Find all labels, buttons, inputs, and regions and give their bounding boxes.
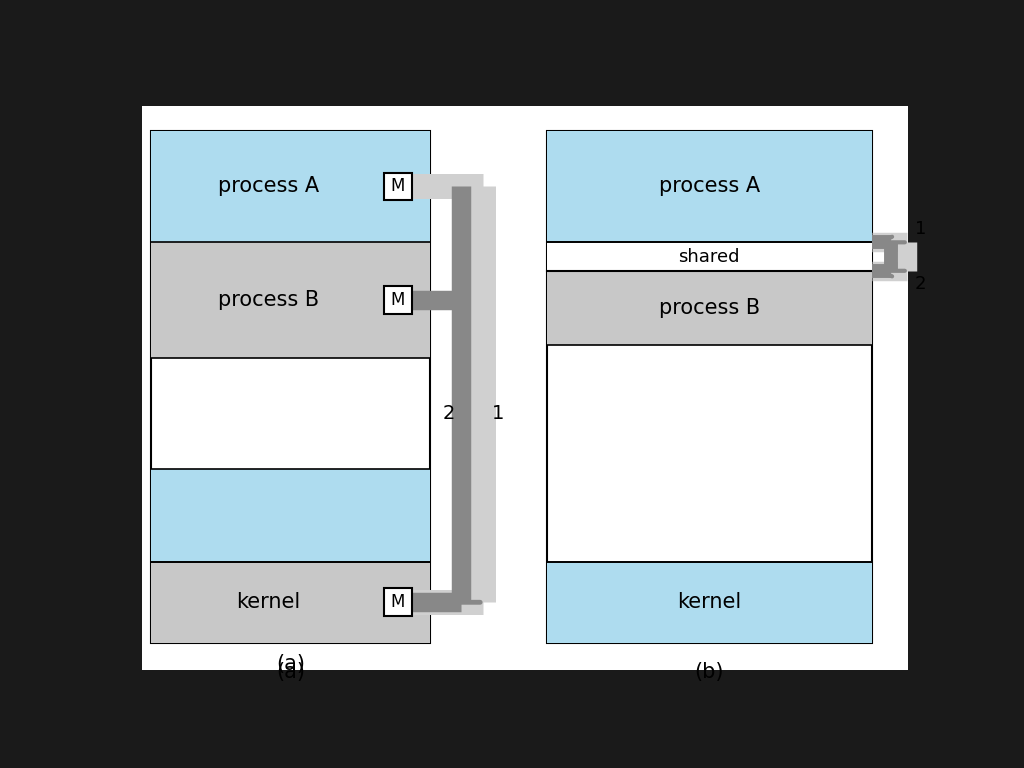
Bar bbox=[547, 243, 872, 271]
Bar bbox=[152, 131, 430, 243]
Text: 1: 1 bbox=[493, 404, 505, 423]
Bar bbox=[152, 469, 430, 562]
Text: shared: shared bbox=[679, 247, 740, 266]
Text: process A: process A bbox=[658, 177, 760, 197]
Text: process B: process B bbox=[218, 290, 319, 310]
Bar bbox=[152, 243, 430, 358]
Text: (a): (a) bbox=[276, 654, 305, 674]
Text: process A: process A bbox=[218, 177, 319, 197]
Bar bbox=[152, 562, 430, 643]
Text: M: M bbox=[390, 177, 404, 196]
Text: kernel: kernel bbox=[237, 592, 301, 612]
Text: kernel: kernel bbox=[677, 592, 741, 612]
Bar bbox=[384, 286, 412, 314]
Text: M: M bbox=[390, 291, 404, 309]
Bar bbox=[547, 131, 872, 643]
Text: 2: 2 bbox=[914, 276, 926, 293]
Bar bbox=[152, 131, 430, 643]
Bar bbox=[547, 562, 872, 643]
Bar bbox=[547, 131, 872, 243]
Bar bbox=[547, 271, 872, 345]
Text: (a): (a) bbox=[276, 662, 305, 682]
Bar bbox=[384, 173, 412, 200]
Text: 1: 1 bbox=[914, 220, 926, 237]
Text: M: M bbox=[390, 594, 404, 611]
Text: (b): (b) bbox=[694, 662, 724, 682]
Bar bbox=[384, 588, 412, 616]
Text: 2: 2 bbox=[442, 404, 455, 423]
Text: process B: process B bbox=[658, 298, 760, 318]
